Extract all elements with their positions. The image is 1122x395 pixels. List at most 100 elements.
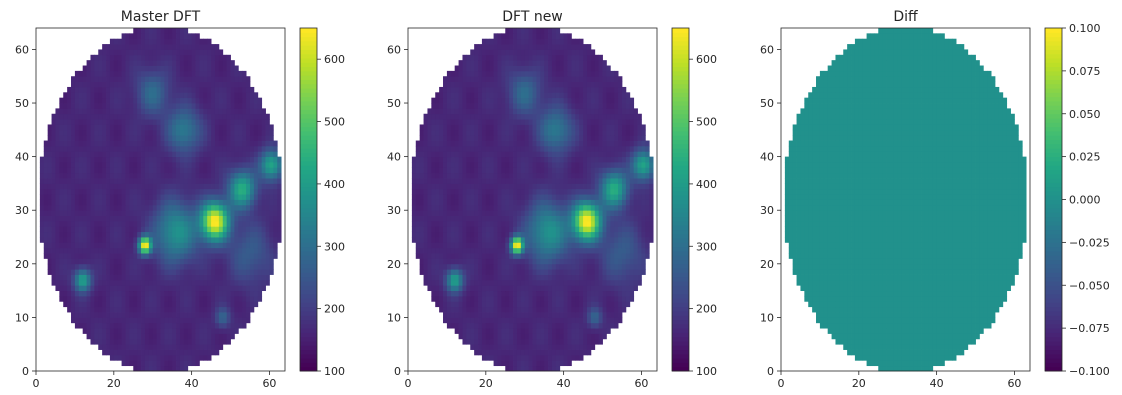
- heatmap-cell: [199, 301, 204, 308]
- heatmap-cell: [218, 60, 224, 66]
- heatmap-cell: [218, 242, 224, 249]
- heatmap-cell: [113, 161, 119, 168]
- heatmap-cell: [540, 253, 545, 259]
- heatmap-cell: [168, 135, 173, 141]
- heatmap-cell: [211, 49, 216, 56]
- heatmap-cell: [156, 274, 161, 281]
- heatmap-cell: [501, 285, 506, 292]
- heatmap-cell: [214, 129, 220, 136]
- heatmap-cell: [148, 60, 154, 66]
- heatmap-cell: [586, 328, 592, 334]
- heatmap-cell: [211, 97, 216, 104]
- heatmap-cell: [544, 194, 549, 200]
- heatmap-cell: [199, 129, 204, 136]
- heatmap-cell: [129, 306, 134, 313]
- heatmap-cell: [614, 263, 619, 270]
- heatmap-cell: [454, 258, 459, 265]
- heatmap-cell: [474, 279, 479, 286]
- heatmap-cell: [59, 274, 64, 281]
- heatmap-cell: [649, 199, 654, 206]
- heatmap-cell: [133, 151, 138, 158]
- heatmap-cell: [439, 301, 444, 308]
- heatmap-cell: [187, 215, 193, 222]
- heatmap-cell: [172, 231, 177, 238]
- heatmap-cell: [516, 258, 522, 265]
- heatmap-cell: [90, 333, 95, 340]
- heatmap-cell: [148, 49, 154, 56]
- heatmap-cell: [47, 226, 52, 233]
- heatmap-cell: [195, 237, 200, 243]
- heatmap-cell: [98, 65, 103, 72]
- heatmap-cell: [160, 33, 165, 40]
- heatmap-cell: [551, 258, 557, 265]
- heatmap-cell: [497, 194, 502, 200]
- heatmap-cell: [598, 258, 603, 265]
- colorbar-segment: [300, 328, 317, 333]
- heatmap-cell: [567, 253, 572, 259]
- heatmap-cell: [497, 349, 502, 356]
- heatmap-cell: [176, 301, 181, 308]
- heatmap-cell: [187, 253, 193, 259]
- heatmap-cell: [187, 97, 193, 104]
- colorbar-segment: [300, 233, 317, 239]
- heatmap-cell: [481, 204, 487, 211]
- heatmap-cell: [454, 199, 459, 206]
- heatmap-cell: [86, 290, 91, 297]
- heatmap-cell: [454, 290, 459, 297]
- heatmap-cell: [71, 119, 76, 125]
- heatmap-cell: [148, 312, 154, 318]
- heatmap-cell: [141, 220, 146, 227]
- heatmap-cell: [505, 199, 510, 206]
- heatmap-cell: [148, 290, 154, 297]
- heatmap-cell: [141, 103, 146, 109]
- heatmap-cell: [133, 161, 138, 168]
- heatmap-cell: [148, 220, 154, 227]
- heatmap-cell: [253, 97, 259, 104]
- heatmap-cell: [261, 183, 266, 190]
- heatmap-cell: [567, 204, 572, 211]
- heatmap-cell: [621, 258, 627, 265]
- heatmap-cell: [415, 204, 421, 211]
- heatmap-cell: [195, 338, 200, 345]
- heatmap-cell: [218, 145, 224, 152]
- heatmap-cell: [427, 231, 432, 238]
- heatmap-cell: [230, 76, 235, 82]
- heatmap-cell: [94, 129, 99, 136]
- heatmap-cell: [195, 161, 200, 168]
- heatmap-cell: [156, 360, 161, 367]
- colorbar-segment: [300, 298, 317, 303]
- heatmap-cell: [249, 220, 255, 227]
- heatmap-cell: [249, 156, 255, 163]
- heatmap-cell: [594, 226, 600, 233]
- heatmap-cell: [121, 242, 126, 249]
- heatmap-cell: [207, 49, 212, 56]
- heatmap-cell: [141, 215, 146, 222]
- heatmap-cell: [148, 188, 154, 195]
- heatmap-cell: [532, 215, 537, 222]
- heatmap-cell: [82, 97, 87, 104]
- heatmap-cell: [160, 54, 165, 61]
- heatmap-cell: [559, 269, 565, 275]
- heatmap-cell: [63, 210, 68, 216]
- heatmap-cell: [598, 220, 603, 227]
- heatmap-cell: [144, 312, 150, 318]
- heatmap-cell: [98, 269, 103, 275]
- heatmap-cell: [195, 226, 200, 233]
- heatmap-cell: [121, 161, 126, 168]
- heatmap-cell: [98, 344, 103, 350]
- heatmap-cell: [168, 312, 173, 318]
- heatmap-cell: [579, 215, 584, 222]
- heatmap-cell: [90, 199, 95, 206]
- heatmap-cell: [172, 140, 177, 147]
- heatmap-cell: [168, 129, 173, 136]
- colorbar-segment: [300, 156, 317, 162]
- heatmap-cell: [493, 279, 498, 286]
- colorbar-segment: [300, 336, 317, 342]
- heatmap-cell: [98, 253, 103, 259]
- heatmap-cell: [176, 312, 181, 318]
- heatmap-cell: [172, 322, 177, 329]
- heatmap-cell: [74, 258, 80, 265]
- heatmap-cell: [121, 103, 126, 109]
- heatmap-cell: [82, 317, 87, 324]
- heatmap-cell: [82, 129, 87, 136]
